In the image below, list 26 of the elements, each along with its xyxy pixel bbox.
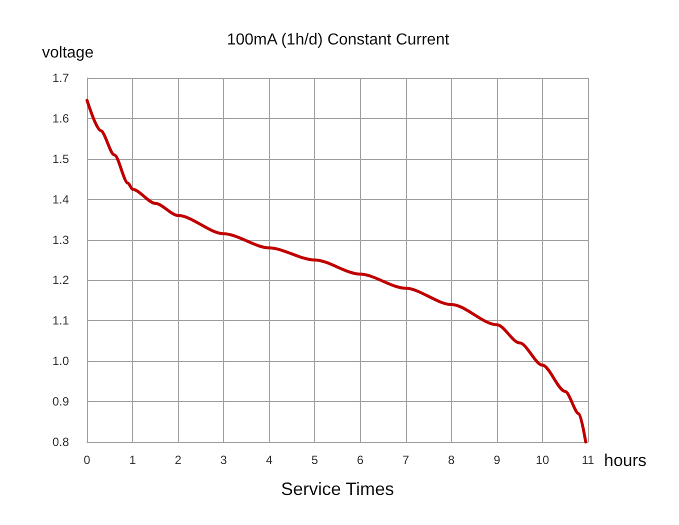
x-tick-label: 10 (536, 453, 550, 467)
x-tick-label: 4 (266, 453, 273, 467)
x-tick-label: 3 (220, 453, 228, 467)
x-axis-title: Service Times (280, 479, 394, 499)
x-tick-label: 7 (402, 453, 410, 467)
x-tick-label: 2 (174, 453, 182, 467)
y-tick-label: 0.9 (52, 394, 70, 409)
y-tick-label: 1.7 (52, 71, 70, 85)
x-tick-label: 11 (582, 453, 595, 467)
y-tick-label: 1.4 (52, 192, 70, 206)
y-tick-label: 1.5 (52, 152, 70, 166)
x-tick-label: 9 (494, 453, 501, 467)
x-tick-label: 8 (448, 453, 456, 467)
y-tick-label: 1.3 (52, 232, 70, 247)
x-tick-label: 6 (356, 453, 364, 467)
x-tick-label: 5 (311, 453, 318, 467)
y-tick-label: 1.0 (52, 354, 70, 368)
y-tick-label: 1.1 (52, 314, 70, 328)
y-tick-label: 1.2 (52, 273, 70, 288)
chart-title: 100mA (1h/d) Constant Current (226, 32, 450, 48)
x-tick-label: 1 (129, 453, 136, 467)
text: hours (604, 451, 647, 470)
y-tick-label: 0.8 (52, 435, 70, 449)
y-axis-title: voltage (42, 44, 94, 62)
y-tick-label: 1.6 (52, 111, 70, 126)
x-tick-label: 0 (84, 453, 91, 467)
